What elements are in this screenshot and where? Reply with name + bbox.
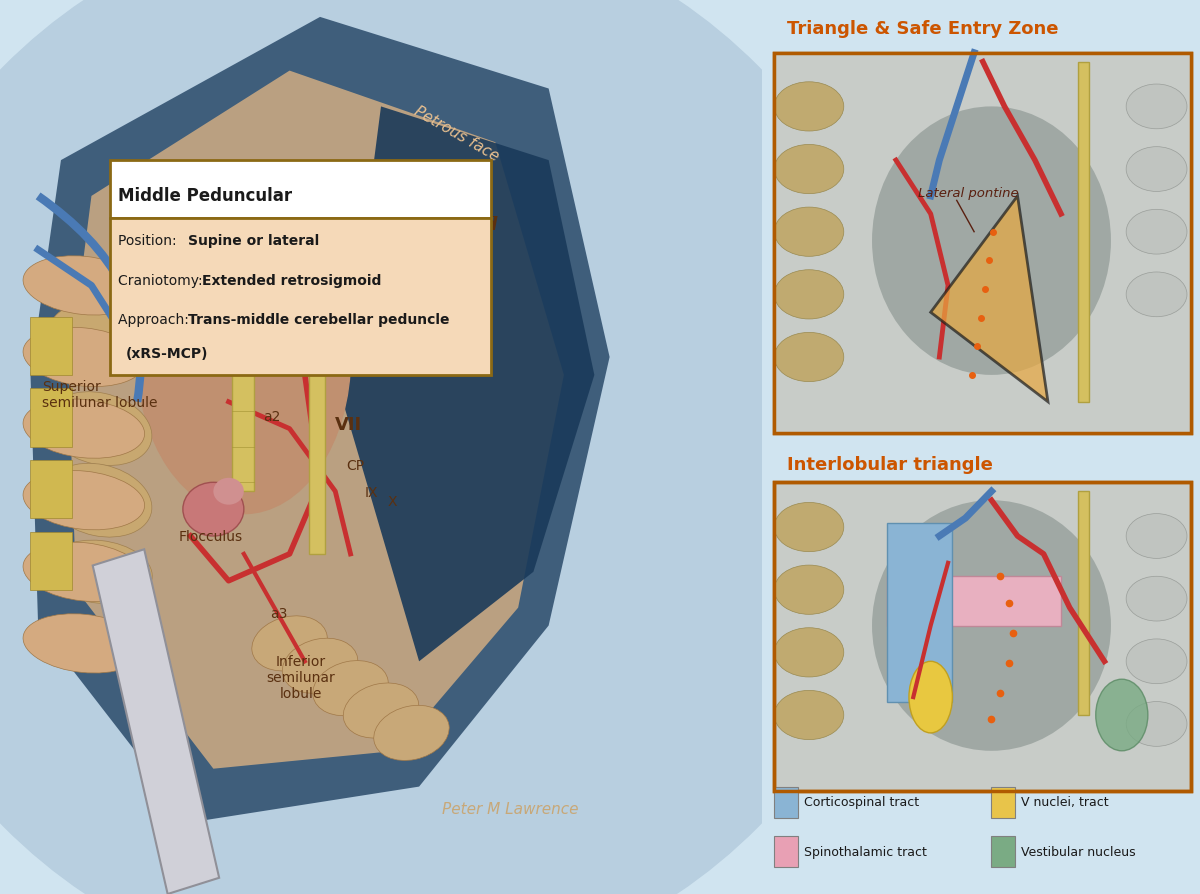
Text: IX: IX: [365, 485, 378, 499]
Bar: [30, 532, 72, 590]
Polygon shape: [931, 197, 1048, 402]
Bar: [30, 460, 72, 519]
Text: Approach:: Approach:: [118, 313, 193, 326]
Polygon shape: [343, 107, 594, 662]
Ellipse shape: [373, 705, 449, 761]
Ellipse shape: [774, 628, 844, 678]
Ellipse shape: [1126, 702, 1187, 746]
Ellipse shape: [46, 541, 152, 603]
Text: Superior
semilunar lobule: Superior semilunar lobule: [42, 380, 157, 409]
Bar: [233, 224, 253, 492]
Ellipse shape: [908, 662, 953, 733]
Ellipse shape: [1126, 273, 1187, 317]
Bar: [991, 787, 1015, 818]
Ellipse shape: [23, 614, 144, 673]
Ellipse shape: [23, 400, 144, 459]
Ellipse shape: [774, 566, 844, 615]
Text: V nuclei, tract: V nuclei, tract: [1021, 796, 1109, 808]
Text: Petrous face: Petrous face: [412, 104, 502, 164]
Text: Lateral pontine: Lateral pontine: [918, 187, 1019, 199]
Ellipse shape: [774, 333, 844, 383]
Bar: [774, 54, 1192, 434]
Bar: [991, 836, 1015, 867]
Text: a3: a3: [270, 606, 288, 620]
Ellipse shape: [1126, 210, 1187, 255]
Ellipse shape: [774, 502, 844, 552]
Ellipse shape: [0, 0, 914, 894]
Text: Vestibular nucleus: Vestibular nucleus: [1021, 845, 1135, 857]
FancyBboxPatch shape: [110, 219, 492, 375]
Ellipse shape: [1096, 679, 1148, 751]
FancyBboxPatch shape: [110, 161, 492, 219]
Ellipse shape: [774, 271, 844, 320]
Text: Corticospinal tract: Corticospinal tract: [804, 796, 919, 808]
Bar: [774, 483, 1192, 791]
Text: Triangle & Safe Entry Zone: Triangle & Safe Entry Zone: [787, 20, 1058, 38]
Ellipse shape: [774, 83, 844, 131]
Bar: [887, 577, 1061, 626]
Text: Inferior
semilunar
lobule: Inferior semilunar lobule: [266, 654, 335, 700]
Ellipse shape: [313, 661, 389, 716]
Text: Trans-middle cerebellar peduncle: Trans-middle cerebellar peduncle: [188, 313, 450, 326]
Ellipse shape: [1126, 577, 1187, 621]
Ellipse shape: [23, 543, 144, 602]
Text: Peter M Lawrence: Peter M Lawrence: [442, 802, 578, 816]
Bar: [774, 483, 1192, 791]
Text: Position:: Position:: [118, 234, 181, 248]
Bar: [1079, 492, 1090, 715]
Bar: [774, 836, 798, 867]
Text: V: V: [118, 218, 131, 236]
Text: Extended retrosigmoid: Extended retrosigmoid: [203, 274, 382, 287]
Text: VII: VII: [335, 415, 362, 433]
Ellipse shape: [1126, 148, 1187, 192]
Ellipse shape: [1126, 639, 1187, 684]
Text: (xRS-MCP): (xRS-MCP): [126, 347, 209, 360]
Ellipse shape: [23, 328, 144, 387]
Bar: [92, 550, 220, 894]
Polygon shape: [68, 72, 564, 769]
Text: Supine or lateral: Supine or lateral: [188, 234, 319, 248]
Text: Pons: Pons: [168, 328, 203, 342]
Ellipse shape: [774, 690, 844, 740]
Ellipse shape: [214, 478, 244, 505]
Ellipse shape: [23, 471, 144, 530]
Bar: [308, 358, 325, 554]
Bar: [1079, 63, 1090, 402]
Text: Interlobular triangle: Interlobular triangle: [787, 455, 994, 473]
Text: X: X: [388, 494, 396, 508]
Text: Middle Peduncular: Middle Peduncular: [118, 187, 293, 205]
Bar: [774, 787, 798, 818]
Ellipse shape: [50, 306, 148, 374]
Bar: [30, 389, 72, 447]
Ellipse shape: [47, 464, 152, 537]
Text: Spinothalamic tract: Spinothalamic tract: [804, 845, 926, 857]
Bar: [774, 54, 1192, 434]
Ellipse shape: [182, 483, 244, 536]
Bar: [774, 54, 1192, 434]
Ellipse shape: [872, 501, 1111, 751]
Ellipse shape: [343, 683, 419, 738]
Ellipse shape: [774, 146, 844, 194]
Text: a1: a1: [217, 204, 235, 217]
Text: Flocculus: Flocculus: [179, 530, 244, 544]
Ellipse shape: [1126, 85, 1187, 130]
Text: Craniotomy:: Craniotomy:: [118, 274, 208, 287]
Text: a2: a2: [263, 409, 281, 423]
Ellipse shape: [23, 257, 144, 316]
Ellipse shape: [1126, 514, 1187, 559]
Text: CP: CP: [347, 459, 365, 472]
Ellipse shape: [774, 208, 844, 257]
Bar: [30, 317, 72, 375]
Text: Sigmoid
sinus: Sigmoid sinus: [415, 215, 499, 254]
Text: VIII: VIII: [224, 361, 258, 379]
Ellipse shape: [282, 638, 358, 694]
Ellipse shape: [872, 107, 1111, 375]
Ellipse shape: [47, 392, 152, 466]
Polygon shape: [30, 18, 610, 822]
Ellipse shape: [252, 616, 328, 671]
Ellipse shape: [137, 201, 350, 514]
Bar: [887, 523, 953, 702]
